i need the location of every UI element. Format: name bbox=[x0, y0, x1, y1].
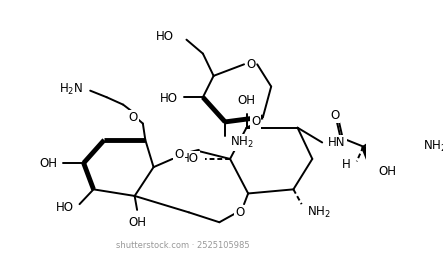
Text: H$_2$N: H$_2$N bbox=[59, 81, 84, 97]
Text: O: O bbox=[246, 58, 255, 71]
Text: NH$_2$: NH$_2$ bbox=[423, 139, 443, 154]
Text: O: O bbox=[128, 111, 138, 124]
Text: HO: HO bbox=[181, 152, 199, 165]
Text: NH$_2$: NH$_2$ bbox=[307, 205, 331, 220]
Text: OH: OH bbox=[378, 165, 396, 178]
Text: OH: OH bbox=[39, 157, 57, 169]
Text: O: O bbox=[251, 115, 260, 129]
Text: shutterstock.com · 2525105985: shutterstock.com · 2525105985 bbox=[117, 241, 250, 250]
Text: O: O bbox=[330, 109, 339, 122]
Text: O: O bbox=[174, 148, 183, 161]
Text: O: O bbox=[235, 206, 245, 219]
Text: OH: OH bbox=[128, 216, 146, 229]
Text: H: H bbox=[342, 158, 351, 171]
Text: OH: OH bbox=[237, 94, 256, 107]
Text: HO: HO bbox=[56, 201, 74, 214]
Text: HN: HN bbox=[328, 136, 346, 149]
Text: HO: HO bbox=[156, 30, 174, 43]
Text: NH$_2$: NH$_2$ bbox=[230, 135, 254, 150]
Text: HO: HO bbox=[160, 92, 178, 104]
